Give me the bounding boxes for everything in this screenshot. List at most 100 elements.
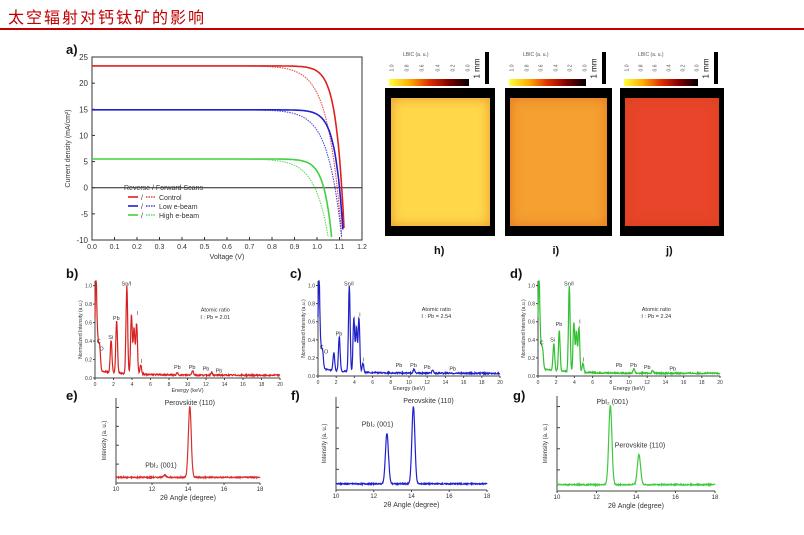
spectrum-line-f (335, 406, 488, 487)
peak-label: Pb (410, 363, 417, 369)
jv-curve-high-e-beam-forward (92, 158, 329, 238)
x-tick-label: 10 (113, 487, 120, 493)
x-tick-label: 20 (717, 380, 723, 386)
peak-label: Sn/I (564, 282, 574, 288)
y-tick-label: 0.8 (308, 302, 315, 308)
atomic-ratio-label: Atomic ratio (642, 307, 671, 313)
y-tick-label: 1.0 (528, 284, 535, 290)
y-tick-label: 0.6 (85, 321, 92, 327)
x-tick-label: 10 (185, 382, 191, 388)
x-tick-label: 20 (497, 380, 503, 386)
x-tick-label: 10 (554, 495, 561, 501)
legend-separator: / (141, 195, 143, 202)
x-tick-label: 1.2 (357, 244, 367, 251)
legend-label: Low e-beam (159, 204, 198, 211)
peak-label: Pb (336, 331, 343, 337)
x-tick-label: 2 (555, 380, 558, 386)
colorbar-tick-label: 0.0 (465, 64, 472, 72)
jv-curve-low-e-beam-reverse (92, 109, 344, 230)
peak-label: C (540, 340, 544, 346)
x-tick-label: 1.0 (312, 244, 322, 251)
scale-bar (485, 52, 489, 84)
peak-label: Sn/I (344, 282, 354, 288)
panel-label-f: f) (291, 388, 300, 403)
panel-label-c: c) (290, 266, 302, 281)
x-tick-label: 18 (484, 494, 491, 500)
panel-label-i: i) (552, 245, 560, 257)
spectrum-line-g (556, 405, 716, 488)
y-axis-label: Normalized Intensity (a.u.) (521, 299, 527, 358)
x-tick-label: 14 (185, 487, 192, 493)
atomic-ratio-label: Atomic ratio (201, 307, 230, 313)
legend-label: Control (159, 195, 182, 202)
colorbar-title: LBIC (a. u.) (403, 52, 429, 58)
lbic-map-i (505, 88, 612, 236)
colorbar-tick-label: 0.8 (404, 64, 411, 72)
x-tick-label: 12 (149, 487, 156, 493)
y-tick-label: -10 (76, 236, 88, 245)
x-tick-label: 0.6 (222, 244, 232, 251)
y-axis-label: Normalized Intensity (a.u.) (301, 299, 307, 358)
x-tick-label: 0 (537, 380, 540, 386)
colorbar-tick-label: 0.6 (652, 64, 659, 72)
x-tick-label: 0.8 (267, 244, 277, 251)
y-tick-label: 0.6 (528, 320, 535, 326)
x-tick-label: 18 (259, 382, 265, 388)
colorbar-tick-label: 0.0 (582, 64, 589, 72)
scale-label: 1 mm (472, 58, 482, 79)
spectrum-line-c (317, 280, 501, 376)
peak-label: Pb (203, 367, 210, 373)
jv-curve-control-forward (92, 65, 343, 236)
x-tick-label: 6 (371, 380, 374, 386)
x-tick-label: 4 (353, 380, 356, 386)
x-tick-label: 4 (573, 380, 576, 386)
spectrum-line-b (94, 280, 281, 378)
x-tick-label: 6 (149, 382, 152, 388)
x-axis-label: Voltage (V) (210, 254, 245, 261)
atomic-ratio-value: I : Pb = 2.54 (421, 314, 451, 320)
scale-label: 1 mm (701, 58, 711, 79)
colorbar-tick-label: 0.0 (694, 64, 701, 72)
y-tick-label: 1.0 (85, 284, 92, 290)
peak-label: Pb (174, 365, 181, 371)
lbic-panel-i: LBIC (a. u.) 1 mm i) 1.0 0.8 0.6 0.4 0.2 0.0 (505, 52, 612, 262)
peak-label: Pb (449, 367, 456, 373)
peak-label: O (99, 346, 104, 352)
y-tick-label: 10 (79, 131, 88, 140)
x-tick-label: 14 (443, 380, 449, 386)
colorbar-tick-label: 0.6 (538, 64, 545, 72)
y-tick-label: 0.2 (308, 356, 315, 362)
colorbar-tick-label: 0.2 (567, 64, 574, 72)
x-tick-label: 14 (408, 494, 415, 500)
legend-title: Reverse / Forward Scans (124, 185, 203, 192)
y-axis-label: Current density (mA/cm²) (65, 109, 72, 187)
x-axis-label: 2θ Angle (degree) (383, 502, 439, 509)
y-tick-label: 0.0 (308, 374, 315, 380)
x-axis-label: Energy (keV) (393, 386, 425, 392)
peak-label: I (579, 320, 581, 326)
x-tick-label: 16 (221, 487, 228, 493)
y-tick-label: 0.4 (308, 338, 315, 344)
x-tick-label: 12 (203, 382, 209, 388)
colorbar-tick-label: 1.0 (389, 64, 396, 72)
x-tick-label: 2 (335, 380, 338, 386)
jv-curve-high-e-beam-reverse (92, 158, 333, 238)
peak-label: Pb (189, 365, 196, 371)
x-tick-label: 0.5 (200, 244, 210, 251)
peak-label: Perovskite (110) (403, 398, 453, 405)
x-tick-label: 8 (609, 380, 612, 386)
x-tick-label: 4 (131, 382, 134, 388)
x-tick-label: 12 (593, 495, 600, 501)
x-tick-label: 8 (168, 382, 171, 388)
lbic-panel-h: LBIC (a. u.) 1 mm h) 1.0 0.8 0.6 0.4 0.2 0.0 (385, 52, 495, 262)
x-axis-label: 2θ Angle (degree) (608, 503, 664, 510)
peak-label: Pb (113, 316, 120, 322)
spectrum-line-d (537, 280, 721, 377)
x-tick-label: 12 (424, 380, 430, 386)
y-tick-label: 0.0 (528, 374, 535, 380)
lbic-colorbar (624, 79, 698, 86)
peak-label: Sn/I (122, 282, 132, 288)
colorbar-tick-label: 0.4 (666, 64, 673, 72)
x-tick-label: 14 (633, 495, 640, 501)
